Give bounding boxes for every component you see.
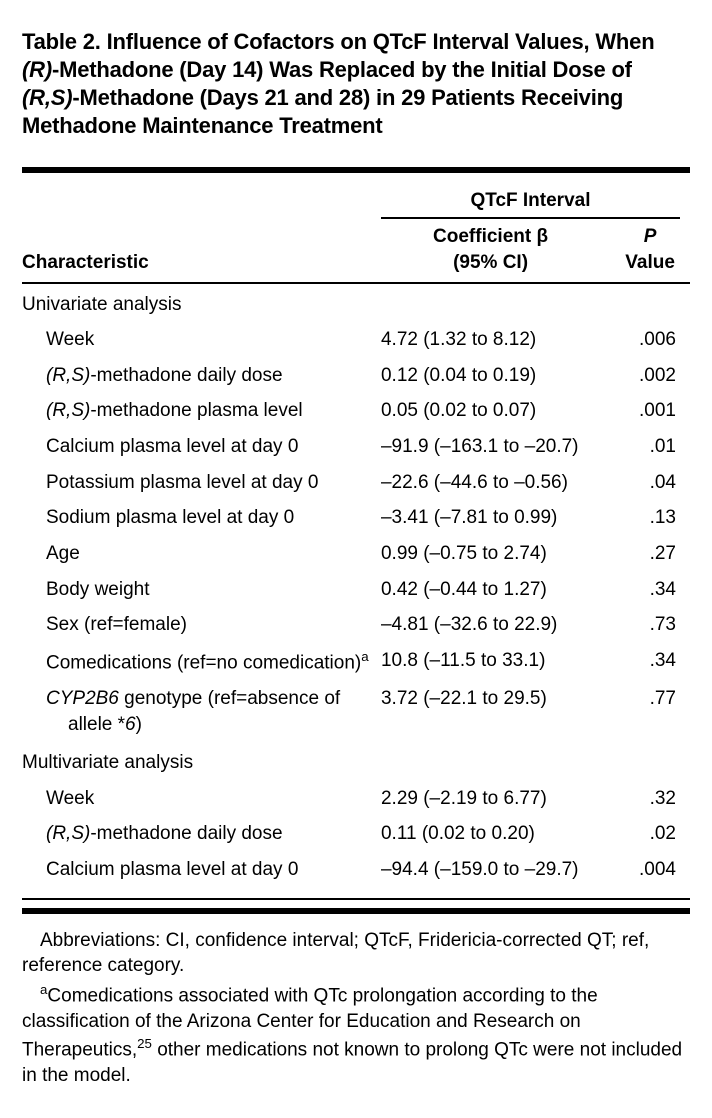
row-p-value: .34 (610, 643, 690, 681)
row-characteristic: (R,S)-methadone daily dose (22, 816, 371, 852)
header-characteristic: Characteristic (22, 219, 371, 282)
row-p-value: .006 (610, 322, 690, 358)
title-text-2: -Methadone (Day 14) Was Replaced by the … (52, 57, 632, 82)
row-coefficient: 10.8 (–11.5 to 33.1) (371, 643, 610, 681)
row-characteristic: Week (22, 322, 371, 358)
section-label: Multivariate analysis (22, 742, 690, 781)
row-characteristic: Comedications (ref=no comedication)a (22, 643, 371, 681)
abbreviations-note: Abbreviations: CI, confidence interval; … (22, 928, 690, 979)
table-row: (R,S)-methadone daily dose0.11 (0.02 to … (22, 816, 690, 852)
footnote-a: aComedications associated with QTc prolo… (22, 981, 690, 1088)
row-p-value: .73 (610, 607, 690, 643)
table-row: CYP2B6 genotype (ref=absence of allele *… (22, 681, 690, 742)
row-characteristic: Body weight (22, 572, 371, 608)
row-coefficient: 4.72 (1.32 to 8.12) (371, 322, 610, 358)
table-body: Univariate analysisWeek4.72 (1.32 to 8.1… (22, 283, 690, 888)
bottom-thick-rule (22, 908, 690, 914)
row-p-value: .01 (610, 429, 690, 465)
table-container: Table 2. Influence of Cofactors on QTcF … (0, 0, 712, 1118)
table-row: Week4.72 (1.32 to 8.12).006 (22, 322, 690, 358)
row-characteristic: Week (22, 781, 371, 817)
row-coefficient: –94.4 (–159.0 to –29.7) (371, 852, 610, 888)
row-characteristic: Sex (ref=female) (22, 607, 371, 643)
row-coefficient: 0.05 (0.02 to 0.07) (371, 393, 610, 429)
header-coef-line2: (95% CI) (371, 250, 610, 276)
row-characteristic: Potassium plasma level at day 0 (22, 465, 371, 501)
row-p-value: .27 (610, 536, 690, 572)
table-row: Week2.29 (–2.19 to 6.77).32 (22, 781, 690, 817)
row-p-value: .02 (610, 816, 690, 852)
header-p-line2: Value (610, 250, 690, 276)
table-row: Potassium plasma level at day 0–22.6 (–4… (22, 465, 690, 501)
row-coefficient: 0.42 (–0.44 to 1.27) (371, 572, 610, 608)
data-table: QTcF Interval Characteristic Coefficient… (22, 183, 690, 888)
row-p-value: .13 (610, 500, 690, 536)
table-row: Calcium plasma level at day 0–94.4 (–159… (22, 852, 690, 888)
section-row: Multivariate analysis (22, 742, 690, 781)
row-characteristic: Calcium plasma level at day 0 (22, 429, 371, 465)
row-p-value: .77 (610, 681, 690, 742)
table-row: Body weight0.42 (–0.44 to 1.27).34 (22, 572, 690, 608)
footnote-a-ref: 25 (137, 1036, 152, 1051)
row-coefficient: –4.81 (–32.6 to 22.9) (371, 607, 610, 643)
row-characteristic: Calcium plasma level at day 0 (22, 852, 371, 888)
row-p-value: .002 (610, 358, 690, 394)
abbrev-text: Abbreviations: CI, confidence interval; … (22, 930, 649, 977)
row-coefficient: –3.41 (–7.81 to 0.99) (371, 500, 610, 536)
row-p-value: .34 (610, 572, 690, 608)
row-p-value: .32 (610, 781, 690, 817)
section-row: Univariate analysis (22, 283, 690, 323)
table-row: Sodium plasma level at day 0–3.41 (–7.81… (22, 500, 690, 536)
row-coefficient: 3.72 (–22.1 to 29.5) (371, 681, 610, 742)
row-p-value: .004 (610, 852, 690, 888)
title-text-3: -Methadone (Days 21 and 28) in 29 Patien… (22, 85, 623, 138)
row-coefficient: 0.99 (–0.75 to 2.74) (371, 536, 610, 572)
header-p-line1: P (644, 226, 657, 247)
row-coefficient: –22.6 (–44.6 to –0.56) (371, 465, 610, 501)
title-italic-1: (R) (22, 57, 52, 82)
table-title: Table 2. Influence of Cofactors on QTcF … (22, 28, 690, 141)
table-row: Sex (ref=female)–4.81 (–32.6 to 22.9).73 (22, 607, 690, 643)
row-p-value: .04 (610, 465, 690, 501)
title-italic-2: (R,S) (22, 85, 72, 110)
row-characteristic: Age (22, 536, 371, 572)
table-notes: Abbreviations: CI, confidence interval; … (22, 928, 690, 1089)
table-row: Comedications (ref=no comedication)a10.8… (22, 643, 690, 681)
table-row: Age0.99 (–0.75 to 2.74).27 (22, 536, 690, 572)
row-characteristic: (R,S)-methadone plasma level (22, 393, 371, 429)
table-row: (R,S)-methadone daily dose0.12 (0.04 to … (22, 358, 690, 394)
section-label: Univariate analysis (22, 283, 690, 323)
row-coefficient: 0.11 (0.02 to 0.20) (371, 816, 610, 852)
row-characteristic: Sodium plasma level at day 0 (22, 500, 371, 536)
spanner-label: QTcF Interval (371, 188, 690, 216)
title-text-1: Table 2. Influence of Cofactors on QTcF … (22, 29, 654, 54)
row-characteristic: (R,S)-methadone daily dose (22, 358, 371, 394)
row-characteristic: CYP2B6 genotype (ref=absence of allele *… (22, 681, 371, 742)
spanner-row: QTcF Interval (22, 183, 690, 220)
row-coefficient: 0.12 (0.04 to 0.19) (371, 358, 610, 394)
table-row: (R,S)-methadone plasma level0.05 (0.02 t… (22, 393, 690, 429)
header-row: Characteristic Coefficient β (95% CI) P … (22, 219, 690, 282)
top-thick-rule (22, 167, 690, 173)
table-row: Calcium plasma level at day 0–91.9 (–163… (22, 429, 690, 465)
header-coef-line1: Coefficient β (371, 224, 610, 250)
row-coefficient: 2.29 (–2.19 to 6.77) (371, 781, 610, 817)
row-p-value: .001 (610, 393, 690, 429)
bottom-thin-rule (22, 898, 690, 900)
row-coefficient: –91.9 (–163.1 to –20.7) (371, 429, 610, 465)
